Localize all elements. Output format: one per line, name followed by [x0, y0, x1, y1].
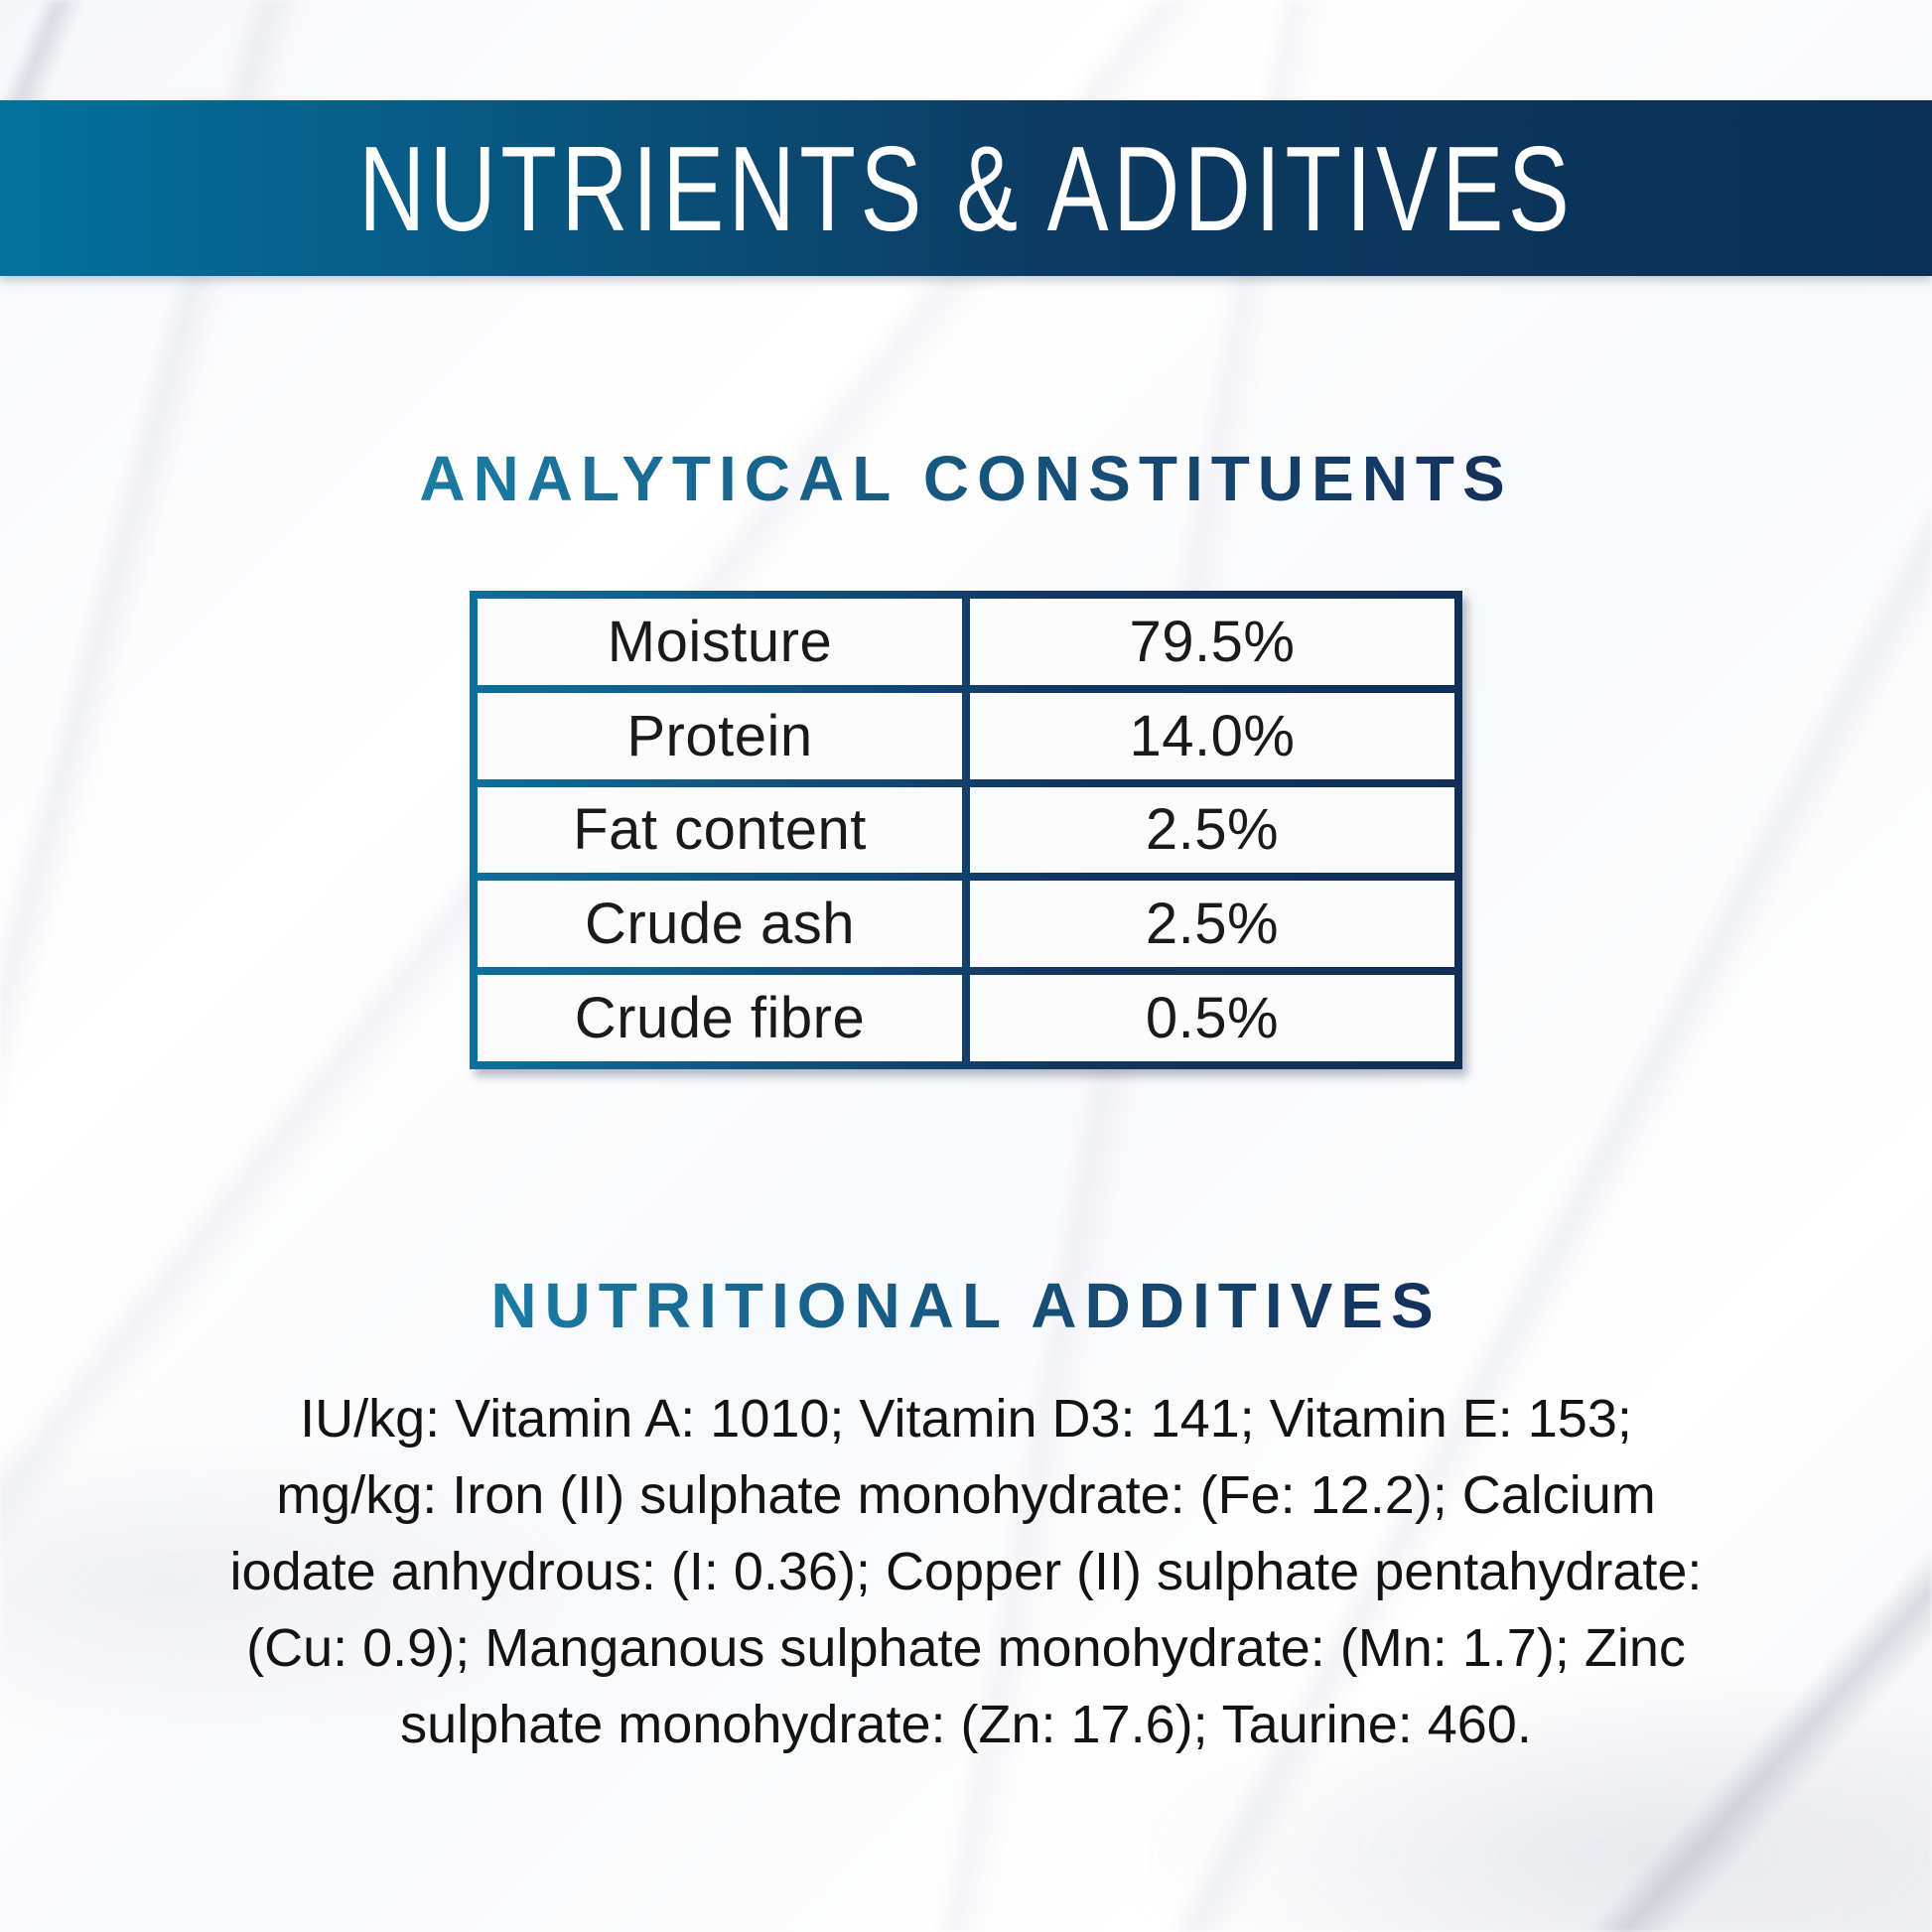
additives-line: sulphate monohydrate: (Zn: 17.6); Taurin…	[400, 1695, 1532, 1754]
table-row-value: 79.5%	[970, 599, 1454, 685]
table-row-label: Crude ash	[478, 881, 962, 968]
nutritional-additives-paragraph: IU/kg: Vitamin A: 1010; Vitamin D3: 141;…	[0, 1381, 1932, 1763]
table-row-value: 2.5%	[970, 881, 1454, 968]
table-row-value: 14.0%	[970, 692, 1454, 779]
table-row-label: Protein	[478, 692, 962, 779]
additives-line: iodate anhydrous: (I: 0.36); Copper (II)…	[229, 1542, 1703, 1601]
table-row-label: Fat content	[478, 786, 962, 874]
nutritional-additives-heading-text: NUTRITIONAL ADDITIVES	[490, 1270, 1442, 1341]
analytical-constituents-section-heading: ANALYTICAL CONSTITUENTS	[0, 442, 1932, 515]
additives-line: mg/kg: Iron (II) sulphate monohydrate: (…	[276, 1465, 1656, 1525]
table-row-value: 2.5%	[970, 786, 1454, 874]
header-banner: NUTRIENTS & ADDITIVES	[0, 100, 1932, 276]
page-title: NUTRIENTS & ADDITIVES	[357, 120, 1575, 256]
nutritional-additives-section-heading: NUTRITIONAL ADDITIVES	[0, 1269, 1932, 1342]
analytical-constituents-heading-text: ANALYTICAL CONSTITUENTS	[419, 443, 1513, 514]
table-row-value: 0.5%	[970, 975, 1454, 1061]
table-row-label: Crude fibre	[478, 975, 962, 1061]
table-row-label: Moisture	[478, 599, 962, 685]
additives-line: (Cu: 0.9); Manganous sulphate monohydrat…	[246, 1618, 1686, 1678]
additives-line: IU/kg: Vitamin A: 1010; Vitamin D3: 141;…	[300, 1389, 1632, 1449]
analytical-constituents-table: Moisture 79.5% Protein 14.0% Fat content…	[470, 591, 1462, 1069]
